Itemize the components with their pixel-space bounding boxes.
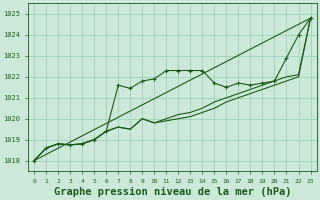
X-axis label: Graphe pression niveau de la mer (hPa): Graphe pression niveau de la mer (hPa) (53, 186, 291, 197)
